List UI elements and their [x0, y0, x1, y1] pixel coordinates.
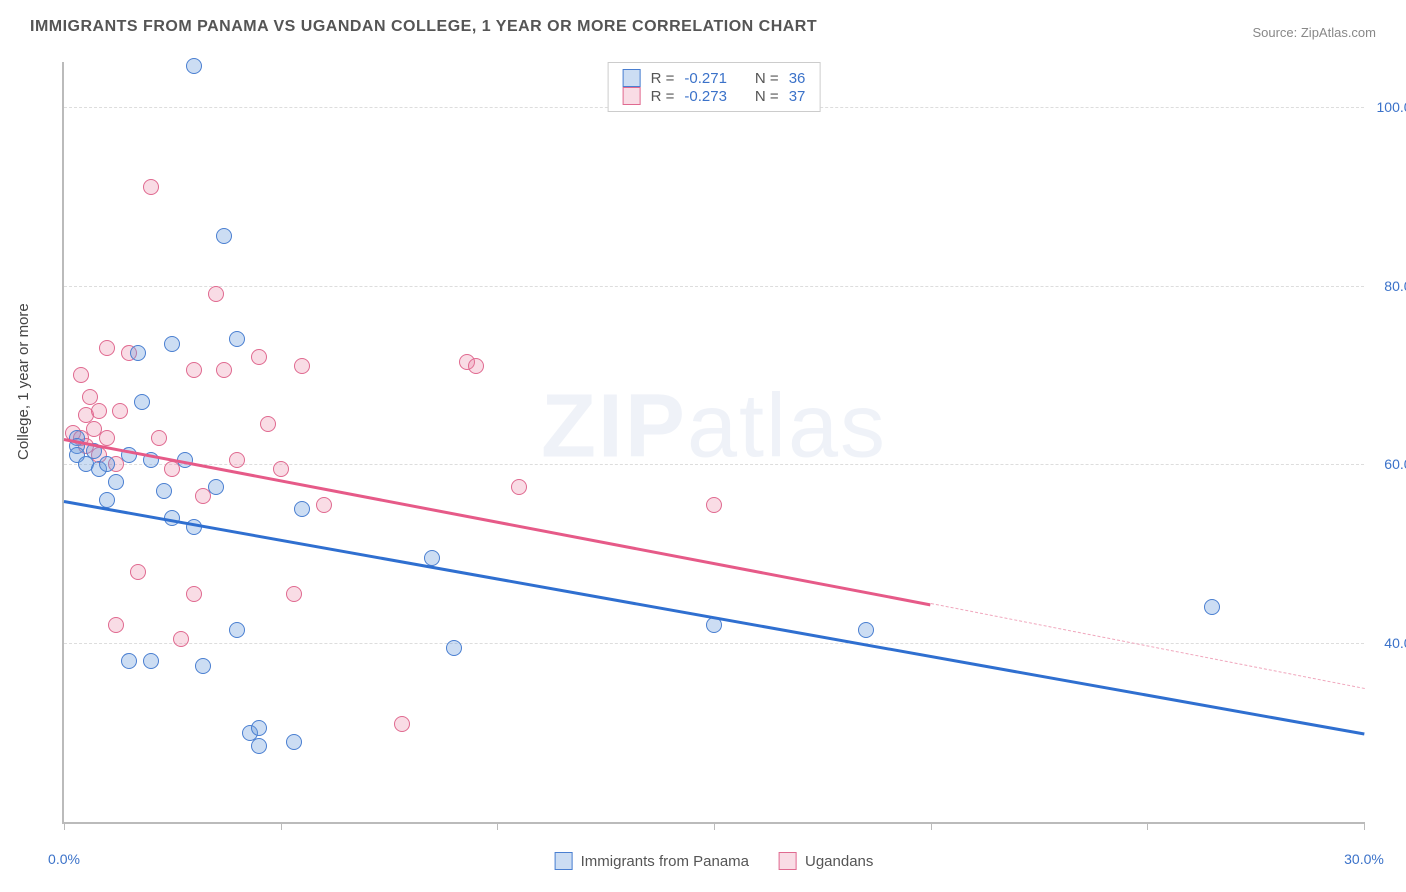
scatter-point-ugandans	[151, 430, 167, 446]
y-tick-label: 80.0%	[1384, 278, 1406, 294]
swatch-pink-icon	[623, 87, 641, 105]
scatter-point-panama	[229, 622, 245, 638]
scatter-point-ugandans	[130, 564, 146, 580]
x-tick	[1364, 822, 1365, 830]
watermark: ZIPatlas	[541, 375, 887, 478]
legend-item: Ugandans	[779, 852, 873, 870]
chart-title: IMMIGRANTS FROM PANAMA VS UGANDAN COLLEG…	[30, 18, 817, 36]
scatter-point-ugandans	[99, 430, 115, 446]
scatter-point-panama	[121, 653, 137, 669]
scatter-point-panama	[1204, 599, 1220, 615]
y-tick-label: 40.0%	[1384, 635, 1406, 651]
x-tick-label: 0.0%	[48, 851, 80, 867]
y-tick-label: 60.0%	[1384, 456, 1406, 472]
source-label: Source:	[1252, 25, 1300, 40]
scatter-point-panama	[251, 738, 267, 754]
scatter-point-ugandans	[173, 631, 189, 647]
r-value: -0.271	[684, 70, 727, 87]
scatter-point-ugandans	[511, 479, 527, 495]
scatter-point-panama	[108, 474, 124, 490]
scatter-point-ugandans	[108, 617, 124, 633]
x-tick	[931, 822, 932, 830]
x-tick	[1147, 822, 1148, 830]
swatch-blue-icon	[623, 69, 641, 87]
scatter-point-ugandans	[229, 452, 245, 468]
scatter-point-panama	[99, 456, 115, 472]
scatter-point-panama	[858, 622, 874, 638]
x-tick	[281, 822, 282, 830]
scatter-point-ugandans	[99, 340, 115, 356]
scatter-point-ugandans	[294, 358, 310, 374]
x-tick	[497, 822, 498, 830]
scatter-point-panama	[446, 640, 462, 656]
series-legend: Immigrants from Panama Ugandans	[555, 852, 874, 870]
r-value: -0.273	[684, 88, 727, 105]
scatter-point-ugandans	[112, 403, 128, 419]
source-value: ZipAtlas.com	[1301, 25, 1376, 40]
scatter-point-ugandans	[143, 179, 159, 195]
scatter-point-panama	[143, 653, 159, 669]
scatter-point-panama	[229, 331, 245, 347]
legend-row: R = -0.271 N = 36	[623, 69, 806, 87]
scatter-point-panama	[251, 720, 267, 736]
scatter-point-panama	[99, 492, 115, 508]
scatter-point-ugandans	[286, 586, 302, 602]
legend-row: R = -0.273 N = 37	[623, 87, 806, 105]
scatter-point-ugandans	[260, 416, 276, 432]
scatter-point-panama	[130, 345, 146, 361]
r-label: R =	[651, 88, 675, 105]
scatter-point-ugandans	[706, 497, 722, 513]
scatter-point-ugandans	[216, 362, 232, 378]
scatter-point-ugandans	[468, 358, 484, 374]
legend-item: Immigrants from Panama	[555, 852, 749, 870]
swatch-pink-icon	[779, 852, 797, 870]
r-label: R =	[651, 70, 675, 87]
gridline	[64, 643, 1364, 644]
scatter-point-ugandans	[186, 362, 202, 378]
source-attribution: Source: ZipAtlas.com	[1252, 25, 1376, 40]
x-tick-label: 30.0%	[1344, 851, 1384, 867]
regression-line-panama	[64, 500, 1364, 735]
legend-label: Immigrants from Panama	[581, 853, 749, 870]
scatter-point-panama	[208, 479, 224, 495]
scatter-point-ugandans	[186, 586, 202, 602]
scatter-point-ugandans	[273, 461, 289, 477]
scatter-point-panama	[294, 501, 310, 517]
n-label: N =	[755, 88, 779, 105]
scatter-point-panama	[156, 483, 172, 499]
plot-area: ZIPatlas R = -0.271 N = 36 R = -0.273 N …	[62, 62, 1364, 824]
scatter-point-panama	[186, 58, 202, 74]
y-tick-label: 100.0%	[1377, 99, 1406, 115]
gridline	[64, 464, 1364, 465]
scatter-point-panama	[286, 734, 302, 750]
x-tick	[64, 822, 65, 830]
y-axis-title: College, 1 year or more	[15, 303, 32, 460]
x-tick	[714, 822, 715, 830]
scatter-point-ugandans	[73, 367, 89, 383]
regression-line-ugandans-extrapolated	[931, 603, 1365, 689]
gridline	[64, 286, 1364, 287]
scatter-point-ugandans	[394, 716, 410, 732]
scatter-point-ugandans	[316, 497, 332, 513]
n-value: 36	[789, 70, 806, 87]
swatch-blue-icon	[555, 852, 573, 870]
n-value: 37	[789, 88, 806, 105]
scatter-point-ugandans	[251, 349, 267, 365]
scatter-point-panama	[424, 550, 440, 566]
scatter-point-panama	[216, 228, 232, 244]
legend-label: Ugandans	[805, 853, 873, 870]
scatter-point-ugandans	[91, 403, 107, 419]
scatter-point-ugandans	[208, 286, 224, 302]
watermark-light: atlas	[687, 376, 887, 476]
correlation-legend: R = -0.271 N = 36 R = -0.273 N = 37	[608, 62, 821, 112]
scatter-point-panama	[134, 394, 150, 410]
n-label: N =	[755, 70, 779, 87]
scatter-point-panama	[164, 336, 180, 352]
scatter-point-panama	[195, 658, 211, 674]
watermark-bold: ZIP	[541, 376, 687, 476]
